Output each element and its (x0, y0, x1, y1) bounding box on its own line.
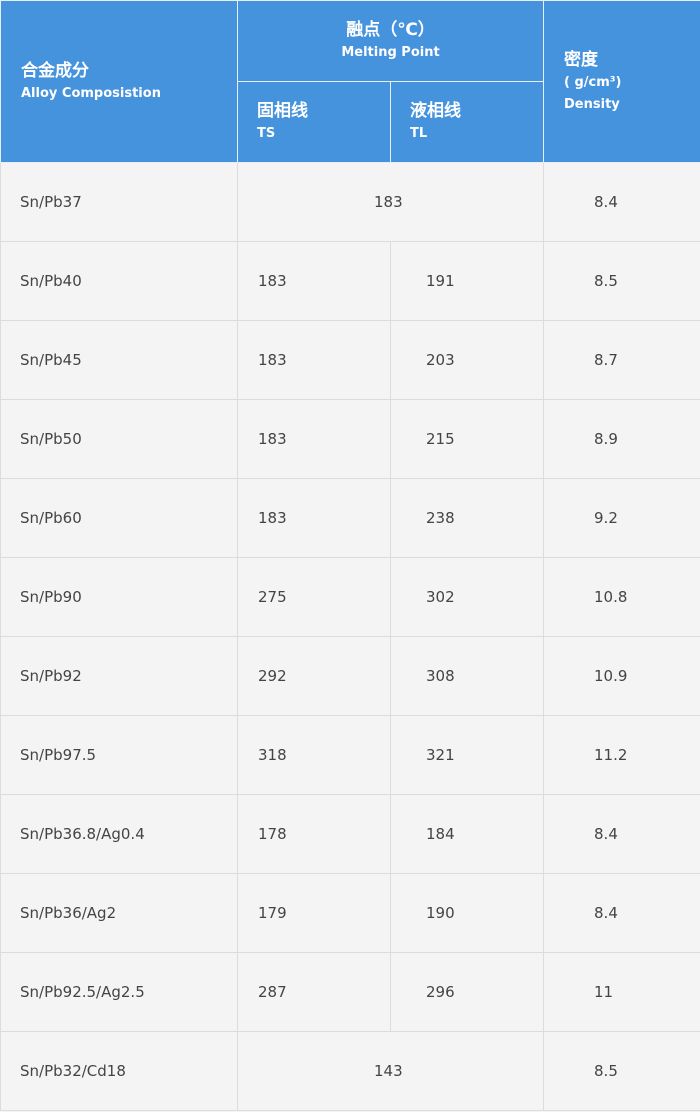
header-composition: 合金成分 Alloy Composistion (0, 0, 238, 163)
alloy-cell: Sn/Pb32/Cd18 (0, 1031, 238, 1111)
ts-cell: 287 (237, 952, 391, 1032)
header-density-en: Density (564, 96, 620, 112)
header-ts: 固相线 TS (237, 81, 391, 163)
header-ts-cn: 固相线 (257, 101, 308, 121)
density-cell: 8.5 (543, 1031, 700, 1111)
density-cell: 8.4 (543, 162, 700, 242)
ts-cell: 178 (237, 794, 391, 874)
tl-cell: 184 (389, 794, 545, 874)
header-tl-en: TL (410, 126, 428, 141)
ts-cell: 183 (237, 478, 391, 558)
tl-cell: 191 (389, 241, 545, 321)
table-row: Sn/Pb97.5 318 321 11.2 (0, 715, 700, 795)
table-row: Sn/Pb32/Cd18 143 8.5 (0, 1031, 700, 1111)
header-composition-en: Alloy Composistion (21, 85, 161, 101)
table-row: Sn/Pb90 275 302 10.8 (0, 557, 700, 637)
alloy-cell: Sn/Pb36.8/Ag0.4 (0, 794, 238, 874)
header-density-cn: 密度 (564, 49, 599, 70)
header-ts-en: TS (257, 126, 276, 141)
tl-cell: 190 (389, 873, 545, 953)
header-density-unit: ( g/cm³) (564, 74, 622, 90)
header-melting-cn: 融点（℃） (346, 20, 435, 40)
header-composition-cn: 合金成分 (21, 60, 89, 81)
melting-point-cell: 143 (236, 1031, 545, 1111)
alloy-cell: Sn/Pb37 (0, 162, 238, 242)
tl-cell: 215 (389, 399, 545, 479)
density-cell: 8.4 (543, 873, 700, 953)
table-row: Sn/Pb92 292 308 10.9 (0, 636, 700, 716)
density-cell: 8.5 (543, 241, 700, 321)
table-row: Sn/Pb37 183 8.4 (0, 162, 700, 242)
table-row: Sn/Pb40 183 191 8.5 (0, 241, 700, 321)
alloy-cell: Sn/Pb97.5 (0, 715, 238, 795)
table-row: Sn/Pb92.5/Ag2.5 287 296 11 (0, 952, 700, 1032)
tl-cell: 296 (389, 952, 545, 1032)
tl-cell: 203 (389, 320, 545, 400)
density-cell: 11.2 (543, 715, 700, 795)
alloy-cell: Sn/Pb92 (0, 636, 238, 716)
tl-cell: 321 (389, 715, 545, 795)
table-row: Sn/Pb50 183 215 8.9 (0, 399, 700, 479)
header-melting-point: 融点（℃） Melting Point (236, 0, 545, 82)
table-row: Sn/Pb36/Ag2 179 190 8.4 (0, 873, 700, 953)
alloy-cell: Sn/Pb50 (0, 399, 238, 479)
tl-cell: 308 (389, 636, 545, 716)
melting-point-cell: 183 (236, 162, 545, 242)
header-tl: 液相线 TL (389, 81, 545, 163)
density-cell: 10.9 (543, 636, 700, 716)
table-row: Sn/Pb45 183 203 8.7 (0, 320, 700, 400)
ts-cell: 275 (237, 557, 391, 637)
alloy-cell: Sn/Pb45 (0, 320, 238, 400)
alloy-cell: Sn/Pb60 (0, 478, 238, 558)
density-cell: 8.9 (543, 399, 700, 479)
ts-cell: 183 (237, 399, 391, 479)
ts-cell: 183 (237, 241, 391, 321)
ts-cell: 292 (237, 636, 391, 716)
density-cell: 8.7 (543, 320, 700, 400)
header-melting-en: Melting Point (341, 45, 440, 60)
density-cell: 9.2 (543, 478, 700, 558)
tl-cell: 238 (389, 478, 545, 558)
header-tl-cn: 液相线 (410, 101, 461, 121)
density-cell: 11 (543, 952, 700, 1032)
density-cell: 10.8 (543, 557, 700, 637)
ts-cell: 183 (237, 320, 391, 400)
alloy-cell: Sn/Pb36/Ag2 (0, 873, 238, 953)
alloy-cell: Sn/Pb90 (0, 557, 238, 637)
header-density: 密度 ( g/cm³) Density (543, 0, 700, 163)
density-cell: 8.4 (543, 794, 700, 874)
tl-cell: 302 (389, 557, 545, 637)
ts-cell: 318 (237, 715, 391, 795)
ts-cell: 179 (237, 873, 391, 953)
table-row: Sn/Pb60 183 238 9.2 (0, 478, 700, 558)
alloy-cell: Sn/Pb40 (0, 241, 238, 321)
alloy-cell: Sn/Pb92.5/Ag2.5 (0, 952, 238, 1032)
table-row: Sn/Pb36.8/Ag0.4 178 184 8.4 (0, 794, 700, 874)
